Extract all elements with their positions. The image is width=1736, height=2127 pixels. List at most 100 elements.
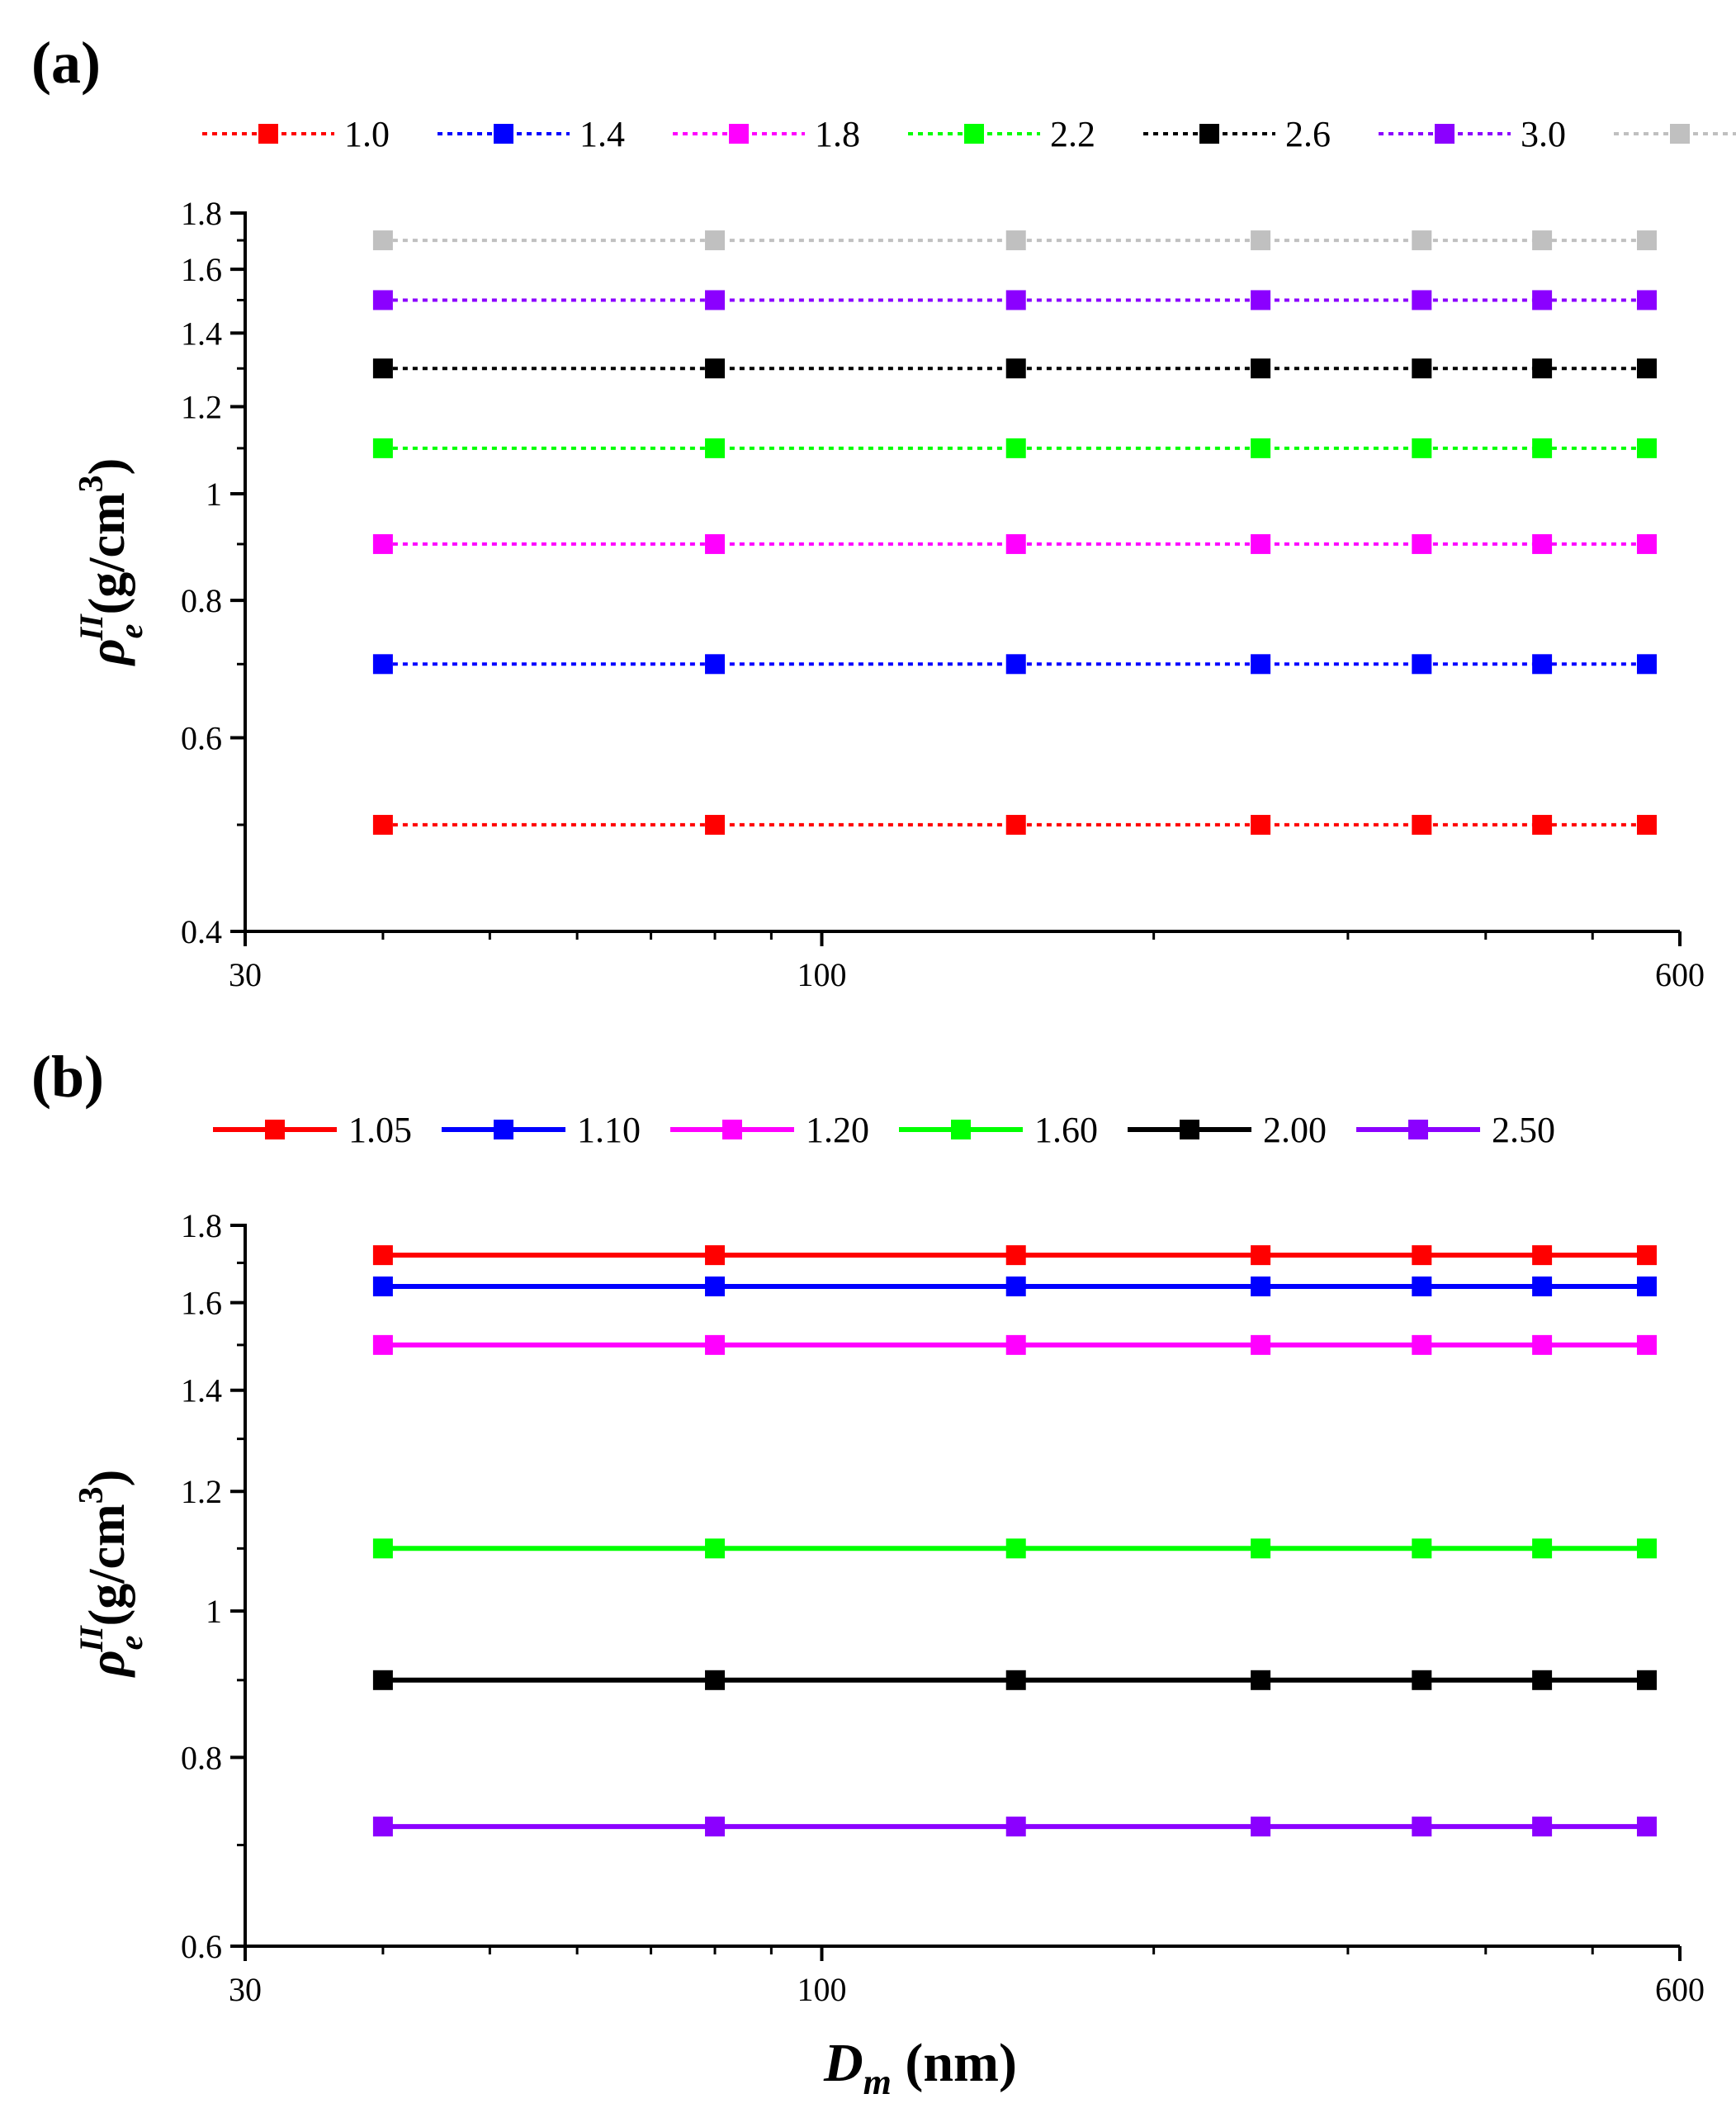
panel-a-y-tick-label: 1.4 [181, 315, 222, 352]
panel-b-marker-2.50 [1636, 1817, 1657, 1837]
panel-b-marker-1.20 [1636, 1334, 1657, 1355]
panel-a-marker-3.0 [705, 290, 726, 310]
panel-a-marker-3.4 [1251, 230, 1271, 251]
panel-a-marker-3.0 [1532, 290, 1553, 310]
panel-a-legend-marker-1.4 [494, 124, 513, 144]
panel-b-legend-label-1.20: 1.20 [806, 1110, 869, 1150]
panel-a-marker-2.6 [1251, 358, 1271, 379]
panel-a-legend-marker-3.0 [1435, 124, 1455, 144]
panel-b-x-tick-label: 30 [229, 1971, 262, 2008]
panel-b-marker-1.60 [1251, 1538, 1271, 1559]
panel-b-marker-2.50 [1532, 1817, 1553, 1837]
panel-b-marker-1.05 [372, 1245, 393, 1266]
panel-a-marker-2.2 [705, 438, 726, 458]
panel-a-marker-1.8 [1005, 533, 1026, 554]
panel-b-y-tick-label: 1.4 [181, 1372, 222, 1409]
panel-b-legend-marker-1.05 [265, 1120, 285, 1139]
panel-a-legend-marker-1.0 [258, 124, 278, 144]
panel-b-y-tick-label: 1.2 [181, 1473, 222, 1510]
panel-a-marker-1.4 [1005, 654, 1026, 675]
panel-b-y-tick-label: 1.8 [181, 1207, 222, 1244]
panel-b-legend-label-2.00: 2.00 [1263, 1110, 1327, 1150]
panel-a-marker-1.0 [1412, 814, 1432, 835]
panel-a-legend-label-2.2: 2.2 [1050, 114, 1095, 154]
panel-b-marker-2.00 [1636, 1670, 1657, 1690]
panel-b-y-tick-label: 1.6 [181, 1285, 222, 1322]
panel-b-marker-1.20 [705, 1334, 726, 1355]
panel-b-marker-2.50 [372, 1817, 393, 1837]
panel-a-legend: 1.01.41.82.22.63.03.4 [202, 114, 1736, 154]
panel-a-legend-marker-1.8 [729, 124, 749, 144]
panel-b-legend-marker-2.50 [1408, 1120, 1428, 1139]
panel-b-marker-1.05 [1532, 1245, 1553, 1266]
panel-b-marker-1.10 [1412, 1276, 1432, 1296]
panel-a-marker-3.0 [1412, 290, 1432, 310]
panel-b-marker-2.00 [1251, 1670, 1271, 1690]
panel-a-marker-3.0 [372, 290, 393, 310]
panel-b-legend-label-1.05: 1.05 [348, 1110, 412, 1150]
panel-a-marker-2.2 [1636, 438, 1657, 458]
panel-a-marker-3.4 [1005, 230, 1026, 251]
panel-a-marker-1.0 [1636, 814, 1657, 835]
panel-a-y-axis-title: ρeII(g/cm3) [73, 458, 149, 667]
x-axis-title: Dm (nm) [823, 2033, 1017, 2102]
panel-a-marker-1.0 [1251, 814, 1271, 835]
panel-a-marker-3.4 [705, 230, 726, 251]
panel-b-legend-label-2.50: 2.50 [1492, 1110, 1555, 1150]
panel-a-marker-1.8 [372, 533, 393, 554]
panel-b-y-tick-label: 0.8 [181, 1739, 222, 1776]
panel-b-marker-1.05 [1412, 1245, 1432, 1266]
panel-a-legend-marker-2.6 [1199, 124, 1219, 144]
panel-a-legend-marker-3.4 [1670, 124, 1690, 144]
panel-a-legend-label-2.6: 2.6 [1285, 114, 1331, 154]
panel-a-marker-1.0 [372, 814, 393, 835]
panel-b-legend: 1.05 1.10 1.20 1.60 2.00 2.50 [213, 1110, 1555, 1150]
panel-b-y-tick-label: 1 [206, 1593, 222, 1630]
panel-b-marker-2.50 [705, 1817, 726, 1837]
panel-b-plot: 30 100 600 0.6 0.8 1 1.2 1.4 1.6 1.8 [181, 1207, 1705, 2008]
panel-a-marker-1.8 [1532, 533, 1553, 554]
panel-b: (b) 1.05 1.10 1.20 1.60 2.00 2.50 30 100 600 0.6… [31, 1044, 1705, 2102]
panel-a-marker-2.2 [1005, 438, 1026, 458]
panel-a-marker-2.6 [705, 358, 726, 379]
panel-a-y-tick-label: 1 [206, 476, 222, 513]
panel-b-marker-2.50 [1251, 1817, 1271, 1837]
panel-a-marker-1.4 [1636, 654, 1657, 675]
panel-a-marker-1.8 [1251, 533, 1271, 554]
panel-b-marker-1.60 [1412, 1538, 1432, 1559]
panel-b-marker-1.10 [372, 1276, 393, 1296]
panel-a-x-tick-label: 100 [797, 956, 846, 993]
panel-b-legend-marker-2.00 [1180, 1120, 1199, 1139]
panel-a-marker-2.6 [372, 358, 393, 379]
panel-b-marker-1.20 [1412, 1334, 1432, 1355]
panel-a-legend-label-1.4: 1.4 [579, 114, 625, 154]
panel-a-y-tick-label: 1.2 [181, 389, 222, 426]
panel-a-marker-3.0 [1251, 290, 1271, 310]
panel-a-x-tick-label: 30 [229, 956, 262, 993]
panel-a-marker-3.4 [1636, 230, 1657, 251]
panel-a-legend-label-3.0: 3.0 [1521, 114, 1566, 154]
panel-b-marker-2.50 [1005, 1817, 1026, 1837]
panel-a-y-tick-label: 1.8 [181, 195, 222, 232]
panel-b-legend-marker-1.60 [951, 1120, 971, 1139]
panel-a-marker-1.8 [1412, 533, 1432, 554]
panel-a-legend-marker-2.2 [964, 124, 984, 144]
panel-b-marker-1.05 [1251, 1245, 1271, 1266]
panel-a-marker-2.6 [1005, 358, 1026, 379]
panel-a-marker-2.2 [1532, 438, 1553, 458]
panel-a-marker-3.0 [1636, 290, 1657, 310]
panel-b-marker-2.50 [1412, 1817, 1432, 1837]
panel-a-marker-2.6 [1412, 358, 1432, 379]
panel-a-plot: 30 100 600 0.4 0.6 0.8 1 1.2 1.4 1.6 1.8 [181, 195, 1705, 993]
panel-b-marker-1.10 [1251, 1276, 1271, 1296]
panel-b-marker-1.20 [1532, 1334, 1553, 1355]
panel-b-marker-1.20 [1005, 1334, 1026, 1355]
panel-b-marker-1.05 [705, 1245, 726, 1266]
panel-b-legend-marker-1.10 [494, 1120, 513, 1139]
panel-a-legend-label-1.8: 1.8 [815, 114, 860, 154]
panel-a-y-tick-label: 0.6 [181, 719, 222, 756]
panel-a-y-tick-label: 1.6 [181, 251, 222, 288]
panel-a: (a) 1.01.41.82.22.63.03.4 301006000.40.6… [31, 30, 1736, 993]
panel-a-y-tick-label: 0.8 [181, 582, 222, 619]
panel-b-marker-1.20 [1251, 1334, 1271, 1355]
